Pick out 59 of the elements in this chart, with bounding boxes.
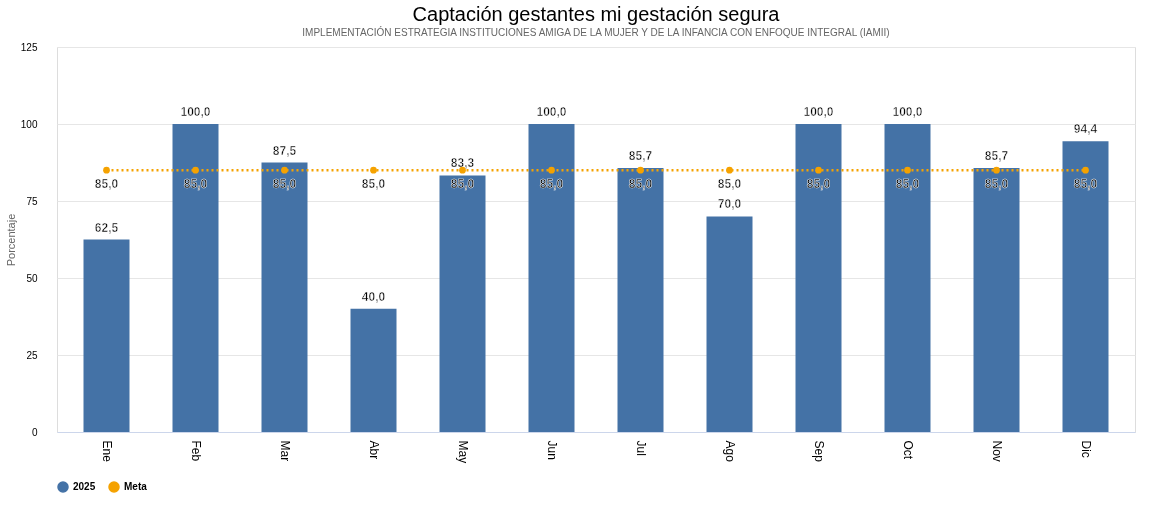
y-tick-label: 0 (31, 426, 38, 438)
data-label: 100,0 (892, 105, 923, 119)
x-tick-label: May (456, 440, 470, 464)
data-label: 85,7 (984, 149, 1009, 164)
y-tick-label: 75 (26, 195, 38, 207)
x-tick-label: Abr (367, 440, 381, 460)
y-tick-label: 50 (26, 272, 38, 284)
bar (884, 124, 931, 432)
x-tick-label: Mar (278, 440, 292, 462)
data-label: 85,0 (717, 177, 742, 192)
data-label: 62,5 (94, 220, 119, 235)
bar (172, 124, 219, 432)
bar (83, 239, 130, 432)
data-label: 40,0 (361, 289, 386, 304)
y-tick-label: 100 (20, 118, 38, 130)
bar (439, 175, 486, 432)
x-tick-label: Ene (100, 440, 114, 463)
y-tick-label: 25 (26, 349, 38, 361)
legend-label: Meta (124, 481, 148, 492)
data-label: 85,0 (94, 177, 119, 192)
data-label: 85,7 (628, 149, 653, 164)
x-tick-label: Oct (901, 440, 915, 460)
data-label: 100,0 (536, 105, 567, 119)
data-label: 100,0 (180, 105, 211, 119)
x-tick-label: Jun (545, 440, 559, 460)
x-tick-label: Ago (723, 440, 737, 463)
bar (1062, 141, 1109, 432)
data-label: 85,0 (539, 177, 564, 192)
data-label: 85,0 (984, 177, 1009, 192)
data-label: 87,5 (272, 143, 297, 158)
data-label: 85,0 (361, 177, 386, 192)
bar (350, 308, 397, 432)
x-tick-label: Feb (189, 440, 203, 462)
bar (617, 168, 664, 432)
data-label: 85,0 (806, 177, 831, 192)
x-tick-label: Dic (1079, 440, 1093, 458)
data-label: 85,0 (1073, 177, 1098, 192)
x-tick-label: Jul (634, 440, 648, 456)
data-label: 70,0 (717, 197, 742, 212)
x-tick-label: Sep (812, 440, 826, 463)
legend-label: 2025 (73, 481, 96, 492)
bar (706, 216, 753, 432)
data-label: 85,0 (895, 177, 920, 192)
data-label: 85,0 (183, 177, 208, 192)
data-label: 85,0 (450, 177, 475, 192)
bar (973, 168, 1020, 432)
chart-subtitle: IMPLEMENTACIÓN ESTRATEGIA INSTITUCIONES AMIGA DE LA MUJER Y DE LA INFANCIA CON ENFOQUE INTEGRAL (IAMII) (302, 26, 890, 38)
bar (795, 124, 842, 432)
y-axis-title: Porcentaje (4, 213, 17, 267)
data-label: 100,0 (803, 105, 834, 119)
y-tick-label: 125 (20, 41, 38, 53)
data-label: 85,0 (272, 177, 297, 192)
bar (261, 162, 308, 432)
data-label: 83,3 (450, 156, 475, 171)
data-label: 85,0 (628, 177, 653, 192)
chart-title: Captación gestantes mi gestación segura (412, 3, 781, 25)
bar (528, 124, 575, 432)
data-label: 94,4 (1073, 122, 1098, 137)
x-tick-label: Nov (990, 440, 1004, 462)
